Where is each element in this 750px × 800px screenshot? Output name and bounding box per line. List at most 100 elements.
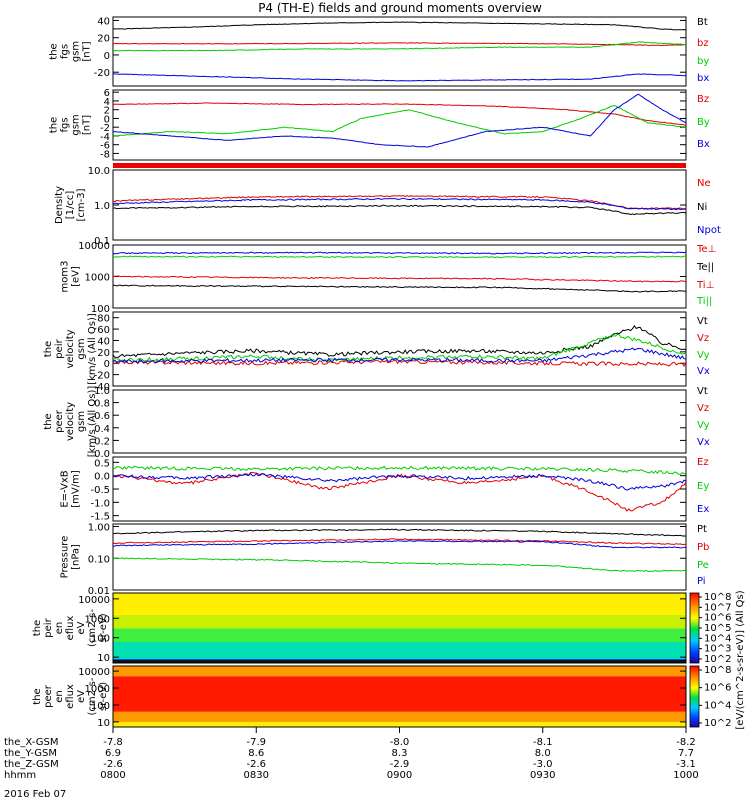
y-axis-label-line: sr-eV) xyxy=(98,613,109,642)
heat-band xyxy=(113,593,686,615)
y-axis-label: the fgs gsm [nT] xyxy=(49,114,93,135)
y-tick-label: 1.0 xyxy=(94,386,110,397)
y-axis-label: the peir velocity gsm [km/s (All Qs)] xyxy=(43,313,98,385)
footer-value: 8.6 xyxy=(248,748,264,759)
y-axis-label-line: Density xyxy=(54,186,65,224)
colorbar-tick-label: 10^8 xyxy=(704,592,731,603)
y-axis-label-line: en xyxy=(54,622,65,635)
y-tick-label: 100 xyxy=(91,701,110,712)
series-line-Bt xyxy=(112,21,687,31)
legend-entry: Vz xyxy=(697,403,709,414)
panel-density: 10.0 1.0 0.1 Density [1/cc] [cm-3] Ne Ni Npot xyxy=(54,166,721,247)
legend-entry: Vx xyxy=(697,366,710,377)
series-line-Npot xyxy=(112,197,687,211)
legend-entry: Ne xyxy=(697,178,711,189)
y-tick-label: -6 xyxy=(100,141,110,152)
footer-value: -7.8 xyxy=(103,737,123,748)
y-axis-label-line: velocity xyxy=(65,402,76,441)
y-axis-label-line: sr-eV) xyxy=(98,682,109,711)
series-line-By xyxy=(112,105,687,137)
legend-entry: Pt xyxy=(697,524,707,535)
y-axis-label-line: en xyxy=(54,690,65,703)
y-tick-label: 20 xyxy=(97,348,110,359)
y-axis-label-line: gsm xyxy=(76,411,87,432)
legend-entry: Ez xyxy=(697,457,709,468)
y-axis-label-line: the xyxy=(32,688,43,704)
footer-value: 0830 xyxy=(244,770,269,781)
y-axis-label-line: fgs xyxy=(60,117,71,132)
y-tick-label: 6 xyxy=(104,88,110,99)
footer-value: 0900 xyxy=(387,770,412,781)
y-tick-label: 40 xyxy=(97,16,110,27)
y-tick-label: 0.6 xyxy=(94,411,110,422)
plot-frame xyxy=(112,592,687,664)
footer-value: -8.2 xyxy=(676,737,696,748)
y-axis-label-line: eflux xyxy=(65,684,76,709)
colorbar-tick-label: 10^2 xyxy=(704,718,731,729)
series-line-bz xyxy=(112,42,686,47)
plot-frame xyxy=(112,16,687,87)
footer-row-label: the_Z-GSM xyxy=(4,759,59,770)
y-tick-label: -20 xyxy=(94,68,110,79)
y-tick-label: 20 xyxy=(97,34,110,45)
legend-entry: Te⊥ xyxy=(696,244,716,255)
plot-frame xyxy=(112,311,687,387)
y-axis-label-line: gsm xyxy=(71,41,82,62)
colorbar-ion xyxy=(689,592,700,664)
series-line-Te⊥ xyxy=(112,275,687,283)
plot-title: P4 (TH-E) fields and ground moments over… xyxy=(258,1,542,15)
y-axis-label-line: fgs xyxy=(60,44,71,59)
panel-fgs2: 420-2-4-6 6 -8 the fgs gsm [nT] Bz By Bx xyxy=(49,88,710,161)
y-axis-label-line: [km/s (All Qs)] xyxy=(87,313,98,385)
legend-entry: By xyxy=(697,117,710,128)
y-tick-label: 0.1 xyxy=(94,236,110,247)
y-axis-label-line: [cm-3] xyxy=(76,188,87,221)
y-tick-label: -20 xyxy=(94,371,110,382)
footer-row-label: hhmm xyxy=(4,770,36,781)
y-tick-label: 1.0 xyxy=(94,201,110,212)
legend-entry: by xyxy=(697,56,709,67)
colorbar-label: [eV/(cm^2-s-sr-eV)] (All Qs) xyxy=(735,590,746,729)
y-tick-label: -8 xyxy=(100,149,110,160)
y-tick-label: 1000 xyxy=(85,614,110,625)
series-line-Ti⊥ xyxy=(112,251,687,255)
y-tick-label: 1000 xyxy=(85,684,110,695)
series-line-Vx xyxy=(112,347,687,364)
flag-band xyxy=(113,163,686,168)
colorbar-tick-label: 10^6 xyxy=(704,683,731,694)
y-axis-label-line: the xyxy=(43,341,54,357)
legend-entry: Pe xyxy=(697,560,709,571)
colorbar-ticks: 10^810^710^610^510^410^310^210^810^610^4… xyxy=(699,592,731,729)
footer-value: 8.0 xyxy=(535,748,551,759)
series-line-Vz xyxy=(112,359,687,368)
y-axis-label: the peir en eflux eV (cm2-s-sr-eV) xyxy=(32,609,109,647)
colorbar-tick-label: 10^6 xyxy=(704,613,731,624)
y-axis-label-line: mom3 xyxy=(60,261,71,293)
y-axis-label-line: [1/cc] xyxy=(65,191,76,220)
footer-value: 7.7 xyxy=(678,748,694,759)
series-line-Pt xyxy=(112,528,687,537)
y-axis-label-line: peer xyxy=(43,684,54,708)
series-line-Ey xyxy=(112,465,687,475)
y-axis-label-line: velocity xyxy=(65,329,76,368)
y-axis-label-line: E=-VxB xyxy=(60,470,71,507)
legend-entry: bx xyxy=(697,73,709,84)
colorbar-tick-label: 10^2 xyxy=(704,654,731,665)
y-axis-label-line: [nPa] xyxy=(71,544,82,570)
y-tick-label: 0.4 xyxy=(94,424,110,435)
legend-entry: Ti⊥ xyxy=(696,280,714,291)
y-tick-label: 10000 xyxy=(78,595,110,606)
y-axis-label-line: [eV] xyxy=(71,266,82,287)
y-tick-label: 0 xyxy=(104,51,110,62)
series-line-Pi xyxy=(113,540,687,549)
y-tick-label: 0.0 xyxy=(94,472,110,483)
y-axis-label: the peer velocity gsm [km/s (All Qs)] xyxy=(43,386,98,458)
series-line-Pe xyxy=(112,557,687,572)
plot-frame xyxy=(112,169,687,241)
heat-band xyxy=(113,614,686,629)
heat-band xyxy=(113,666,686,677)
series-line-Bx xyxy=(112,93,687,148)
heat-band xyxy=(113,676,686,712)
